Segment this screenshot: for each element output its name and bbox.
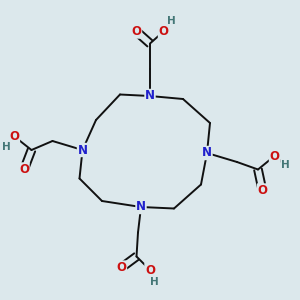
Text: H: H <box>280 160 290 170</box>
Text: O: O <box>158 25 169 38</box>
Text: N: N <box>136 200 146 214</box>
Text: O: O <box>9 130 20 143</box>
Text: N: N <box>202 146 212 160</box>
Text: O: O <box>257 184 268 197</box>
Text: H: H <box>150 277 159 287</box>
Text: N: N <box>145 89 155 103</box>
Text: H: H <box>167 16 176 26</box>
Text: O: O <box>116 261 127 274</box>
Text: O: O <box>131 25 142 38</box>
Text: O: O <box>19 163 29 176</box>
Text: O: O <box>269 149 280 163</box>
Text: N: N <box>77 143 88 157</box>
Text: O: O <box>145 263 155 277</box>
Text: H: H <box>2 142 10 152</box>
